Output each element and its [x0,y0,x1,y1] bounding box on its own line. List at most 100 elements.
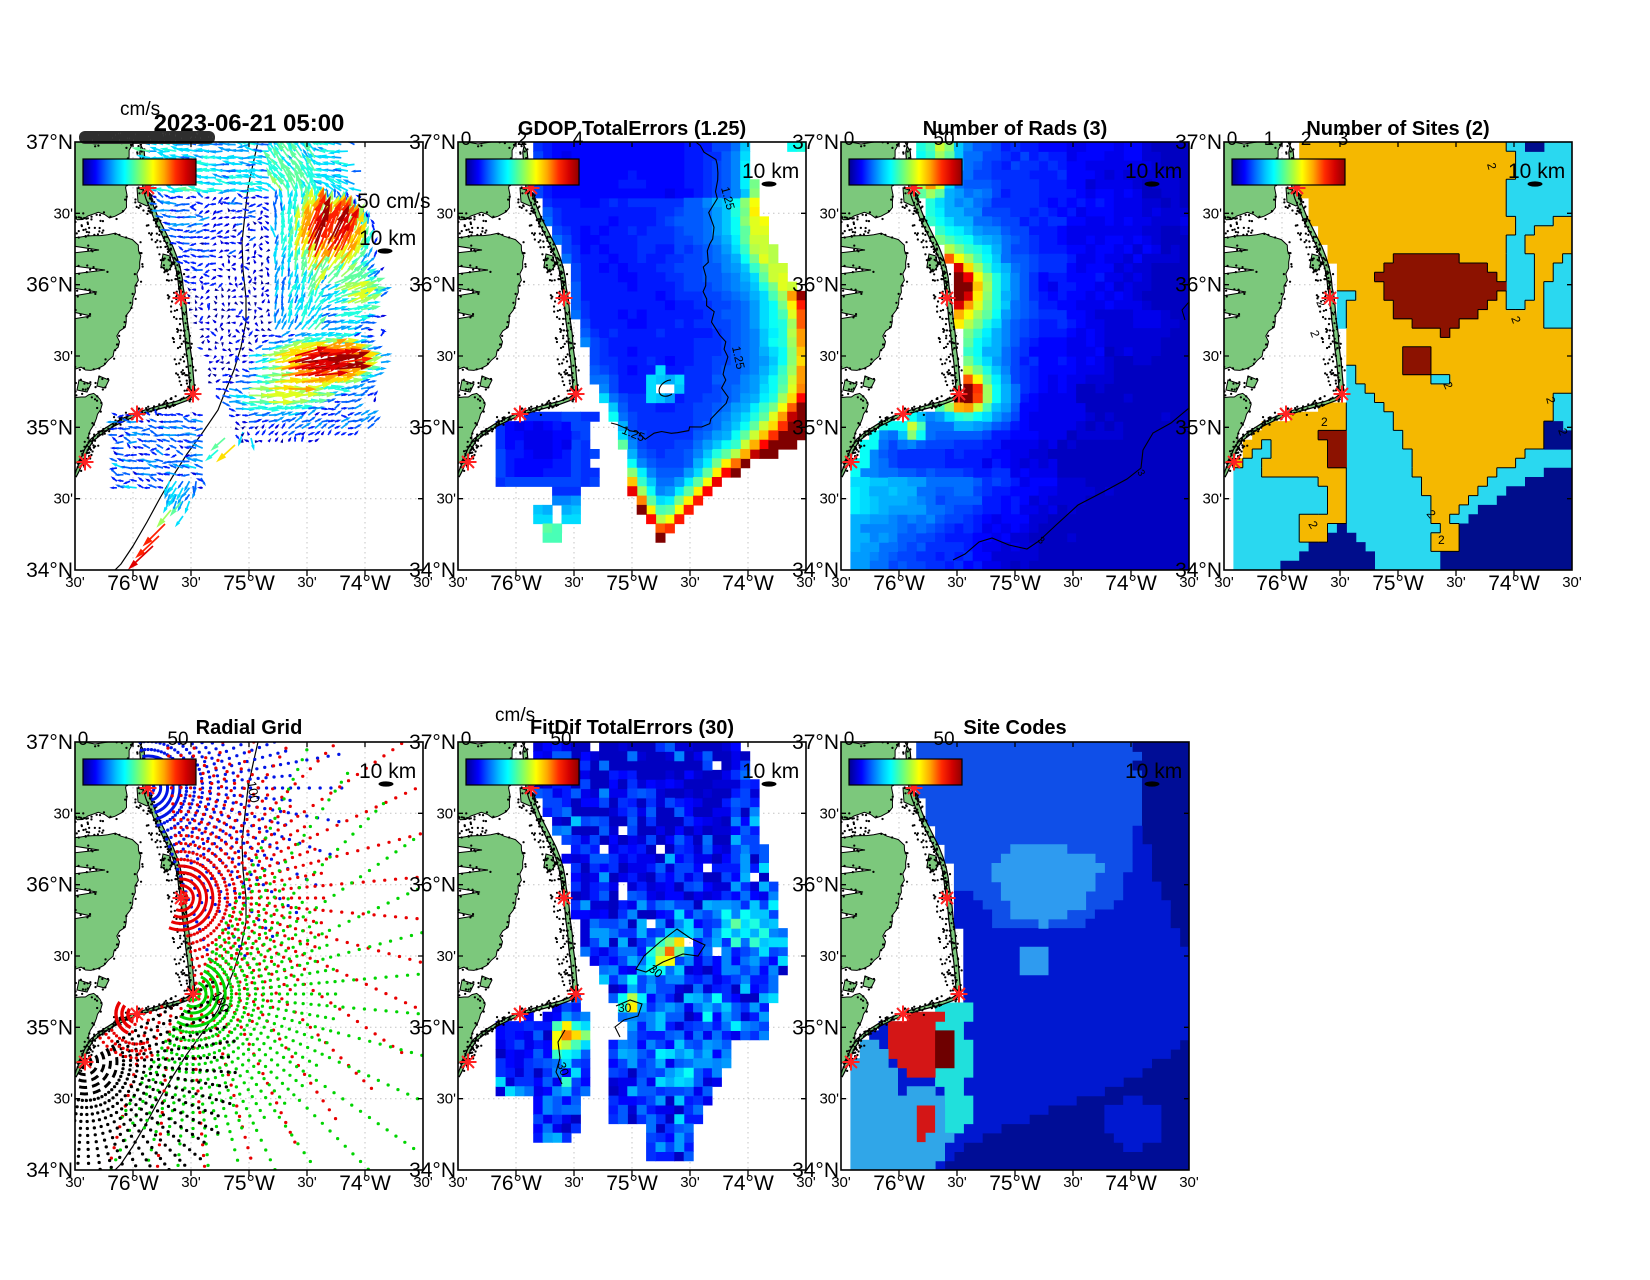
svg-text:36°N: 36°N [1175,274,1222,297]
svg-text:75°W: 75°W [606,1172,658,1195]
svg-text:34°N: 34°N [26,559,73,582]
svg-text:0: 0 [844,729,855,750]
svg-text:10 km: 10 km [742,760,799,783]
svg-text:34°N: 34°N [409,559,456,582]
svg-text:30': 30' [819,805,839,822]
svg-text:75°W: 75°W [989,1172,1041,1195]
svg-text:30': 30' [819,348,839,365]
svg-text:37°N: 37°N [1175,131,1222,154]
svg-text:30': 30' [53,948,73,965]
svg-text:10 km: 10 km [1125,160,1182,183]
svg-text:2: 2 [1555,426,1571,437]
svg-text:30': 30' [53,348,73,365]
svg-text:37°N: 37°N [26,131,73,154]
svg-text:30: 30 [618,1001,632,1015]
svg-text:cm/s: cm/s [120,99,160,120]
svg-text:30': 30' [436,491,456,508]
svg-text:30': 30' [1214,574,1234,591]
svg-text:74°W: 74°W [722,572,774,595]
svg-text:36°N: 36°N [26,874,73,897]
svg-text:30': 30' [1063,1174,1083,1191]
svg-text:30': 30' [819,1091,839,1108]
svg-text:30': 30' [819,205,839,222]
svg-text:75°W: 75°W [1372,572,1424,595]
svg-text:36°N: 36°N [792,274,839,297]
svg-text:2: 2 [1321,415,1328,429]
svg-text:2023-06-21 05:00: 2023-06-21 05:00 [154,110,345,137]
svg-text:GDOP TotalErrors (1.25): GDOP TotalErrors (1.25) [518,118,746,140]
svg-text:35°N: 35°N [1175,416,1222,439]
svg-text:34°N: 34°N [409,1159,456,1182]
svg-text:10 km: 10 km [1508,160,1565,183]
svg-text:74°W: 74°W [1105,1172,1157,1195]
svg-text:35°N: 35°N [792,416,839,439]
svg-text:36°N: 36°N [409,274,456,297]
svg-text:74°W: 74°W [339,572,391,595]
svg-text:30: 30 [554,1060,572,1078]
svg-text:30': 30' [53,491,73,508]
svg-text:0: 0 [461,129,472,150]
svg-text:30': 30' [1202,491,1222,508]
svg-text:1: 1 [1264,129,1275,150]
svg-text:37°N: 37°N [409,731,456,754]
svg-text:74°W: 74°W [722,1172,774,1195]
svg-text:76°W: 76°W [873,572,925,595]
svg-text:37°N: 37°N [409,131,456,154]
svg-text:35°N: 35°N [792,1016,839,1039]
svg-text:30': 30' [436,1091,456,1108]
svg-text:10 km: 10 km [1125,760,1182,783]
svg-text:30': 30' [436,948,456,965]
svg-text:30': 30' [436,348,456,365]
svg-text:34°N: 34°N [792,1159,839,1182]
svg-text:30': 30' [53,205,73,222]
svg-text:30': 30' [831,574,851,591]
svg-text:0: 0 [78,729,89,750]
svg-text:0: 0 [461,729,472,750]
svg-text:30': 30' [564,574,584,591]
svg-text:35°N: 35°N [409,416,456,439]
svg-text:36°N: 36°N [409,874,456,897]
svg-text:75°W: 75°W [989,572,1041,595]
svg-text:FitDif TotalErrors (30): FitDif TotalErrors (30) [530,717,734,739]
svg-text:30': 30' [564,1174,584,1191]
svg-text:30': 30' [65,1174,85,1191]
svg-text:76°W: 76°W [107,1172,159,1195]
svg-text:36°N: 36°N [792,874,839,897]
svg-text:35°N: 35°N [26,416,73,439]
svg-text:34°N: 34°N [792,559,839,582]
svg-text:30': 30' [1179,574,1199,591]
svg-text:2: 2 [1508,314,1524,325]
svg-text:76°W: 76°W [873,1172,925,1195]
svg-text:30': 30' [65,574,85,591]
svg-text:cm/s: cm/s [495,705,535,726]
svg-text:74°W: 74°W [1488,572,1540,595]
svg-text:75°W: 75°W [223,572,275,595]
svg-text:50: 50 [933,129,954,150]
svg-text:2: 2 [517,129,528,150]
svg-text:30': 30' [796,1174,816,1191]
svg-text:37°N: 37°N [26,731,73,754]
svg-text:30': 30' [1202,205,1222,222]
svg-text:30': 30' [1063,574,1083,591]
svg-text:2: 2 [1484,161,1499,171]
svg-text:30': 30' [413,1174,433,1191]
svg-text:30': 30' [1202,348,1222,365]
svg-text:30': 30' [819,491,839,508]
svg-text:30': 30' [297,574,317,591]
svg-text:0: 0 [1227,129,1238,150]
svg-text:30': 30' [947,574,967,591]
svg-text:0: 0 [844,129,855,150]
svg-text:30': 30' [436,805,456,822]
svg-text:4: 4 [573,129,584,150]
svg-text:Number of Rads (3): Number of Rads (3) [923,118,1107,140]
svg-text:30': 30' [796,574,816,591]
svg-text:74°W: 74°W [339,1172,391,1195]
svg-text:2: 2 [1301,129,1312,150]
svg-text:30': 30' [53,1091,73,1108]
svg-text:2: 2 [1543,395,1558,405]
svg-text:100: 100 [244,780,263,804]
svg-text:3: 3 [1035,535,1047,547]
svg-text:1.25: 1.25 [718,185,738,211]
svg-text:30': 30' [1179,1174,1199,1191]
svg-text:10 km: 10 km [742,160,799,183]
